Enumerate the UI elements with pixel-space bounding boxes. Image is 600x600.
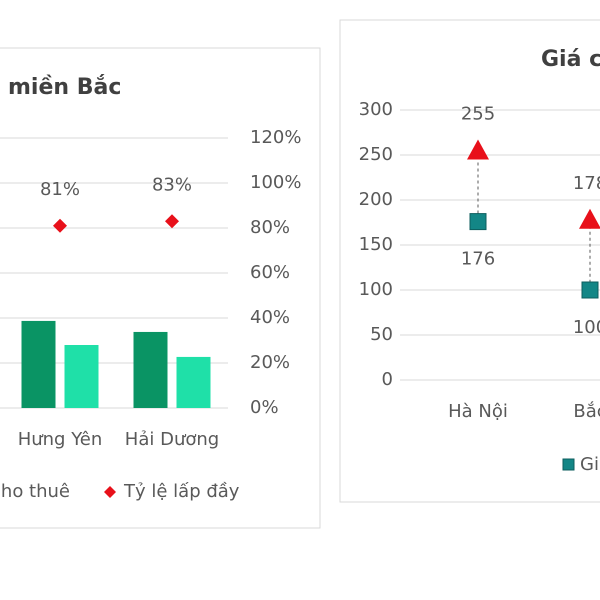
y-tick-label: 100 — [359, 279, 393, 300]
x-tick-label: Hà Nội — [448, 401, 508, 422]
point — [467, 139, 489, 160]
y2-tick-label: 80% — [250, 217, 290, 238]
data-label: 100 — [573, 317, 600, 338]
legend-marker — [104, 486, 116, 498]
data-label: 255 — [461, 104, 495, 125]
bar — [64, 345, 99, 408]
y-tick-label: 150 — [359, 234, 393, 255]
y-tick-label: 0 — [382, 369, 393, 390]
y2-tick-label: 100% — [250, 172, 301, 193]
y2-tick-label: 40% — [250, 307, 290, 328]
chart-title: Giá c — [541, 47, 600, 72]
x-tick-label: Bắc — [573, 401, 600, 422]
y2-tick-label: 120% — [250, 127, 301, 148]
y-tick-label: 250 — [359, 144, 393, 165]
data-label: 83% — [152, 174, 192, 195]
y-tick-label: 50 — [370, 324, 393, 345]
bar — [21, 320, 56, 408]
x-tick-label: Hải Dương — [125, 429, 219, 450]
y2-tick-label: 20% — [250, 352, 290, 373]
y-tick-label: 200 — [359, 189, 393, 210]
point — [53, 218, 67, 233]
legend-marker — [562, 458, 575, 471]
legend-label: Tỷ lệ lấp đầy — [123, 481, 240, 502]
point — [469, 213, 487, 231]
legend-label: Gi — [580, 454, 599, 475]
y-tick-label: 300 — [359, 99, 393, 120]
point — [165, 214, 179, 229]
bar — [133, 331, 168, 408]
y2-tick-label: 0% — [250, 397, 279, 418]
legend-label: ho thuê — [1, 481, 70, 502]
point — [579, 208, 600, 229]
point — [581, 281, 599, 299]
bar — [176, 356, 211, 408]
chart-panel — [339, 19, 600, 503]
y2-tick-label: 60% — [250, 262, 290, 283]
data-label: 176 — [461, 249, 495, 270]
data-label: 178 — [573, 173, 600, 194]
chart-panel — [0, 47, 321, 529]
x-tick-label: Hưng Yên — [18, 429, 103, 450]
chart-title: miền Bắc — [8, 74, 121, 100]
data-label: 81% — [40, 179, 80, 200]
